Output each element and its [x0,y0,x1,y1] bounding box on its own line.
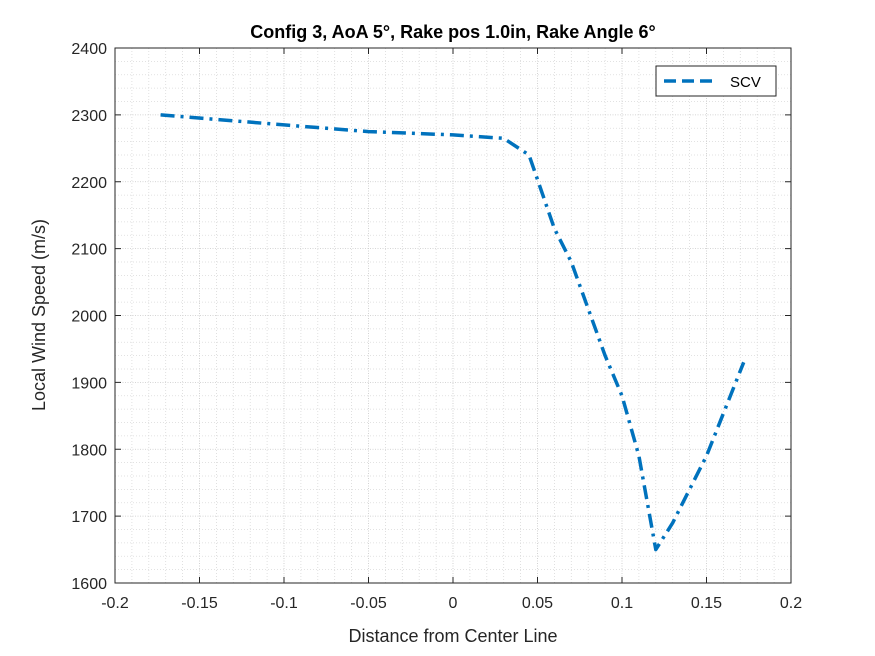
x-tick-label: 0.2 [780,595,802,612]
series-line-scv [160,113,746,552]
x-tick-label: -0.15 [181,595,218,612]
series-layer [160,113,746,552]
y-tick-label: 2100 [71,242,107,259]
x-tick-label: 0 [449,595,458,612]
y-tick-label: 1700 [71,509,107,526]
x-tick-label: -0.2 [101,595,129,612]
y-tick-label: 2000 [71,309,107,326]
y-tick-label: 1900 [71,375,107,392]
y-tick-label: 2200 [71,175,107,192]
legend: SCV [655,65,777,97]
y-tick-labels: 1600 1700 1800 1900 2000 2100 2200 2300 2400 [71,41,107,593]
y-axis-label: Local Wind Speed (m/s) [29,219,49,411]
y-tick-label: 2400 [71,41,107,58]
x-tick-label: -0.05 [350,595,387,612]
x-tick-label: -0.1 [270,595,298,612]
y-tick-label: 1800 [71,442,107,459]
legend-label-scv: SCV [730,74,761,91]
y-tick-label: 1600 [71,576,107,593]
y-tick-label: 2300 [71,108,107,125]
x-tick-label: 0.15 [691,595,722,612]
x-tick-label: 0.05 [522,595,553,612]
x-axis-label: Distance from Center Line [348,626,557,646]
x-tick-label: 0.1 [611,595,633,612]
ticks-layer [114,47,792,584]
chart-title: Config 3, AoA 5°, Rake pos 1.0in, Rake A… [250,22,656,42]
x-tick-labels: -0.2 -0.15 -0.1 -0.05 0 0.05 0.1 0.15 0.2 [101,595,802,612]
